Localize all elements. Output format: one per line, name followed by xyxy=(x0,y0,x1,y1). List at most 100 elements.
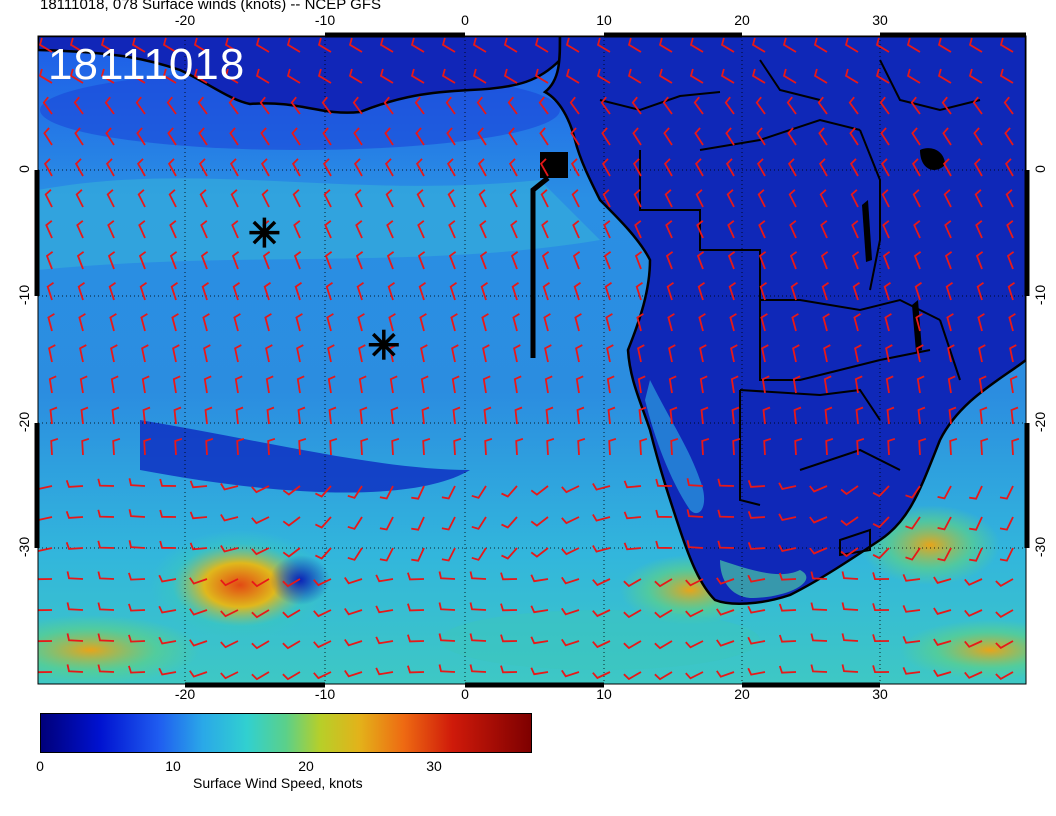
wind-barb xyxy=(592,609,611,618)
wind-barb xyxy=(973,158,983,177)
wind-barb xyxy=(484,437,493,456)
wind-barb xyxy=(751,37,766,53)
wind-barb xyxy=(1007,282,1016,301)
wind-barb xyxy=(632,158,642,177)
wind-barb xyxy=(539,127,549,146)
wind-barb xyxy=(543,313,551,332)
colorbar-tick: 0 xyxy=(36,758,44,774)
wind-barb xyxy=(662,96,673,115)
wind-barb xyxy=(220,545,239,553)
lat-label-left: -30 xyxy=(16,536,32,558)
wind-barb xyxy=(407,603,425,612)
wind-barb xyxy=(636,313,644,332)
wind-barb xyxy=(761,375,770,394)
lon-label-top: -20 xyxy=(174,12,196,28)
wind-barb xyxy=(293,251,302,270)
wind-barb xyxy=(787,127,797,146)
wind-barb xyxy=(686,509,704,518)
wind-barb xyxy=(856,437,865,456)
wind-barb xyxy=(139,282,148,301)
wind-barb xyxy=(638,406,647,425)
wind-barb xyxy=(479,251,488,270)
wind-barb xyxy=(66,664,84,673)
wind-barb xyxy=(668,375,677,394)
wind-barb xyxy=(667,313,675,332)
wind-barb xyxy=(884,313,892,332)
wind-barb xyxy=(541,220,549,239)
wind-barb xyxy=(813,37,828,53)
wind-barb xyxy=(159,540,177,549)
wind-barb xyxy=(170,282,179,301)
wind-barb xyxy=(441,485,456,500)
wind-barb xyxy=(386,220,394,239)
wind-barb xyxy=(851,220,859,239)
wind-barb xyxy=(534,68,549,84)
wind-barb xyxy=(263,282,272,301)
wind-barb xyxy=(912,189,921,208)
wind-barb xyxy=(603,220,611,239)
wind-barb xyxy=(501,485,518,498)
wind-barb xyxy=(654,640,673,650)
wind-barb xyxy=(469,664,487,673)
wind-barb xyxy=(448,251,457,270)
wind-barb xyxy=(789,251,798,270)
wind-barb xyxy=(50,437,59,456)
wind-barb xyxy=(530,516,549,527)
wind-barb xyxy=(782,37,797,53)
wind-barb xyxy=(872,516,890,529)
wind-barb xyxy=(513,344,521,363)
wind-barb xyxy=(947,375,956,394)
wind-barb xyxy=(418,282,427,301)
wind-barb xyxy=(821,282,830,301)
wind-barb xyxy=(602,189,611,208)
wind-barb xyxy=(942,158,952,177)
wind-barb xyxy=(913,251,922,270)
wind-barb xyxy=(353,158,363,177)
wind-barb xyxy=(360,437,369,456)
wind-barb xyxy=(933,669,952,677)
wind-barb xyxy=(472,68,487,84)
wind-barb xyxy=(849,158,859,177)
jet-south-middle xyxy=(440,610,760,670)
wind-barb xyxy=(844,68,859,84)
wind-barb xyxy=(329,437,338,456)
wind-barb xyxy=(572,251,581,270)
wind-barb xyxy=(634,251,643,270)
wind-barb xyxy=(189,480,208,489)
wind-barb xyxy=(633,189,642,208)
wind-barb xyxy=(220,640,239,649)
wind-barb xyxy=(138,220,146,239)
lon-label-bottom: 20 xyxy=(734,686,750,702)
wind-barb xyxy=(635,282,644,301)
wind-barb xyxy=(762,406,771,425)
wind-barb xyxy=(778,572,797,581)
wind-barb xyxy=(561,607,580,616)
wind-barb xyxy=(105,158,115,177)
wind-barb xyxy=(685,640,704,649)
wind-barb xyxy=(315,516,332,529)
lon-label-bottom: 10 xyxy=(596,686,612,702)
wind-barb xyxy=(391,437,400,456)
wind-barb xyxy=(65,511,84,519)
wind-barb xyxy=(844,37,859,53)
wind-barb xyxy=(946,313,954,332)
lon-label-top: 10 xyxy=(596,12,612,28)
wind-barb xyxy=(389,375,398,394)
wind-barb xyxy=(778,544,797,553)
wind-barb xyxy=(135,96,146,115)
wind-barb xyxy=(45,251,54,270)
wind-barb xyxy=(251,485,270,494)
wind-barb xyxy=(606,344,614,363)
wind-barb xyxy=(97,540,115,549)
wind-barb xyxy=(544,375,553,394)
wind-barb xyxy=(655,540,673,549)
wind-barb xyxy=(503,37,518,53)
wind-barb xyxy=(386,251,395,270)
wind-barb xyxy=(479,220,487,239)
wind-barb xyxy=(561,638,580,647)
wind-barb xyxy=(576,406,585,425)
colorbar-gradient xyxy=(40,713,532,753)
lat-label-right: -10 xyxy=(1032,284,1048,306)
wind-barb xyxy=(451,375,460,394)
wind-barb xyxy=(817,96,828,115)
